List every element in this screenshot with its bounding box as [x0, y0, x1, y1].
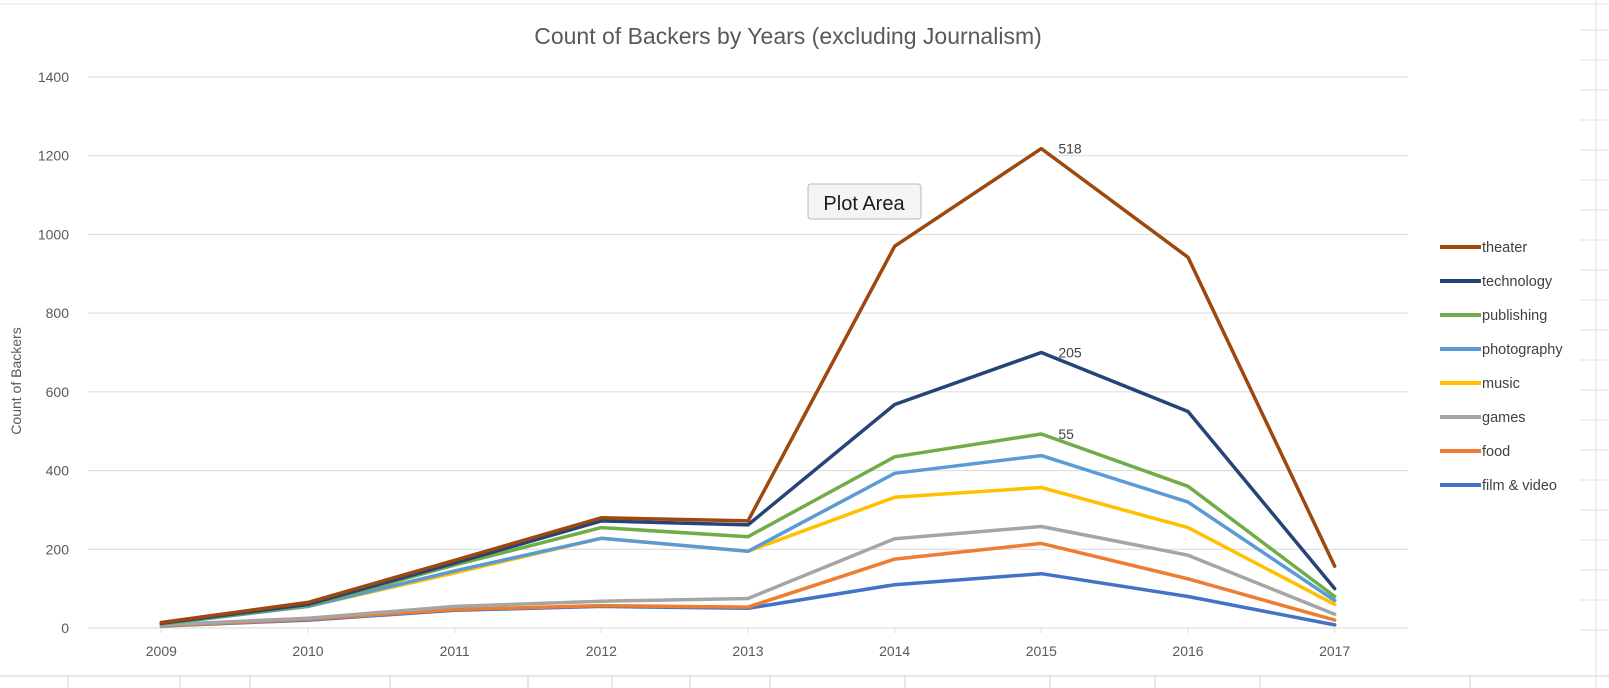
- y-tick-label: 200: [46, 541, 70, 557]
- x-tick-label: 2009: [146, 643, 177, 659]
- legend-label: publishing: [1482, 308, 1547, 324]
- series-line-theater[interactable]: [159, 146, 1337, 625]
- y-tick-label: 1000: [38, 226, 69, 242]
- series-line-music[interactable]: [159, 485, 1337, 626]
- data-label-technology: 205: [1058, 345, 1082, 361]
- data-labels: 518 205 55: [1058, 141, 1082, 442]
- y-tick-label: 800: [46, 305, 70, 321]
- chart-title: Count of Backers by Years (excluding Jou…: [534, 23, 1042, 49]
- y-tick-label: 600: [46, 384, 70, 400]
- x-tick-label: 2013: [732, 643, 763, 659]
- plot-area-tooltip: Plot Area: [807, 183, 922, 220]
- y-tick-label: 400: [46, 463, 70, 479]
- legend-label: food: [1482, 444, 1510, 460]
- y-tick-label: 1400: [38, 69, 69, 85]
- legend-label: music: [1482, 376, 1520, 392]
- x-tick-label: 2010: [292, 643, 323, 659]
- legend-item-food[interactable]: food: [1440, 444, 1510, 460]
- legend-label: photography: [1482, 342, 1563, 358]
- y-tick-label: 1200: [38, 148, 69, 164]
- gridlines: [88, 76, 1408, 629]
- y-axis-label: Count of Backers: [8, 327, 24, 434]
- series-line-photography[interactable]: [159, 453, 1337, 626]
- legend-label: film & video: [1482, 478, 1557, 494]
- x-axis-ticks: 2009 2010 2011 2012 2013 2014 2015 2016 2017: [146, 628, 1350, 659]
- legend-item-technology[interactable]: technology: [1440, 274, 1553, 290]
- legend-label: technology: [1482, 274, 1553, 290]
- legend-item-film-video[interactable]: film & video: [1440, 478, 1557, 494]
- x-tick-label: 2015: [1026, 643, 1057, 659]
- plot-area[interactable]: [159, 146, 1337, 628]
- y-axis-ticks: 0 200 400 600 800 1000 1200 1400: [38, 69, 69, 636]
- x-tick-label: 2016: [1172, 643, 1203, 659]
- series-line-games[interactable]: [159, 524, 1337, 627]
- x-tick-label: 2012: [586, 643, 617, 659]
- legend[interactable]: theater technology publishing photography mu…: [1440, 240, 1563, 494]
- tooltip-text: Plot Area: [823, 193, 905, 215]
- x-tick-label: 2014: [879, 643, 910, 659]
- legend-item-publishing[interactable]: publishing: [1440, 308, 1547, 324]
- series-line-technology[interactable]: [159, 350, 1337, 626]
- legend-item-games[interactable]: games: [1440, 410, 1526, 426]
- x-tick-label: 2017: [1319, 643, 1350, 659]
- x-tick-label: 2011: [440, 643, 470, 659]
- y-tick-label: 0: [61, 620, 69, 636]
- legend-label: theater: [1482, 240, 1527, 256]
- legend-item-music[interactable]: music: [1440, 376, 1520, 392]
- data-label-theater: 518: [1058, 141, 1082, 157]
- legend-label: games: [1482, 410, 1526, 426]
- legend-item-photography[interactable]: photography: [1440, 342, 1563, 358]
- series-line-food[interactable]: [159, 541, 1337, 628]
- data-label-publishing: 55: [1058, 426, 1074, 442]
- legend-item-theater[interactable]: theater: [1440, 240, 1527, 256]
